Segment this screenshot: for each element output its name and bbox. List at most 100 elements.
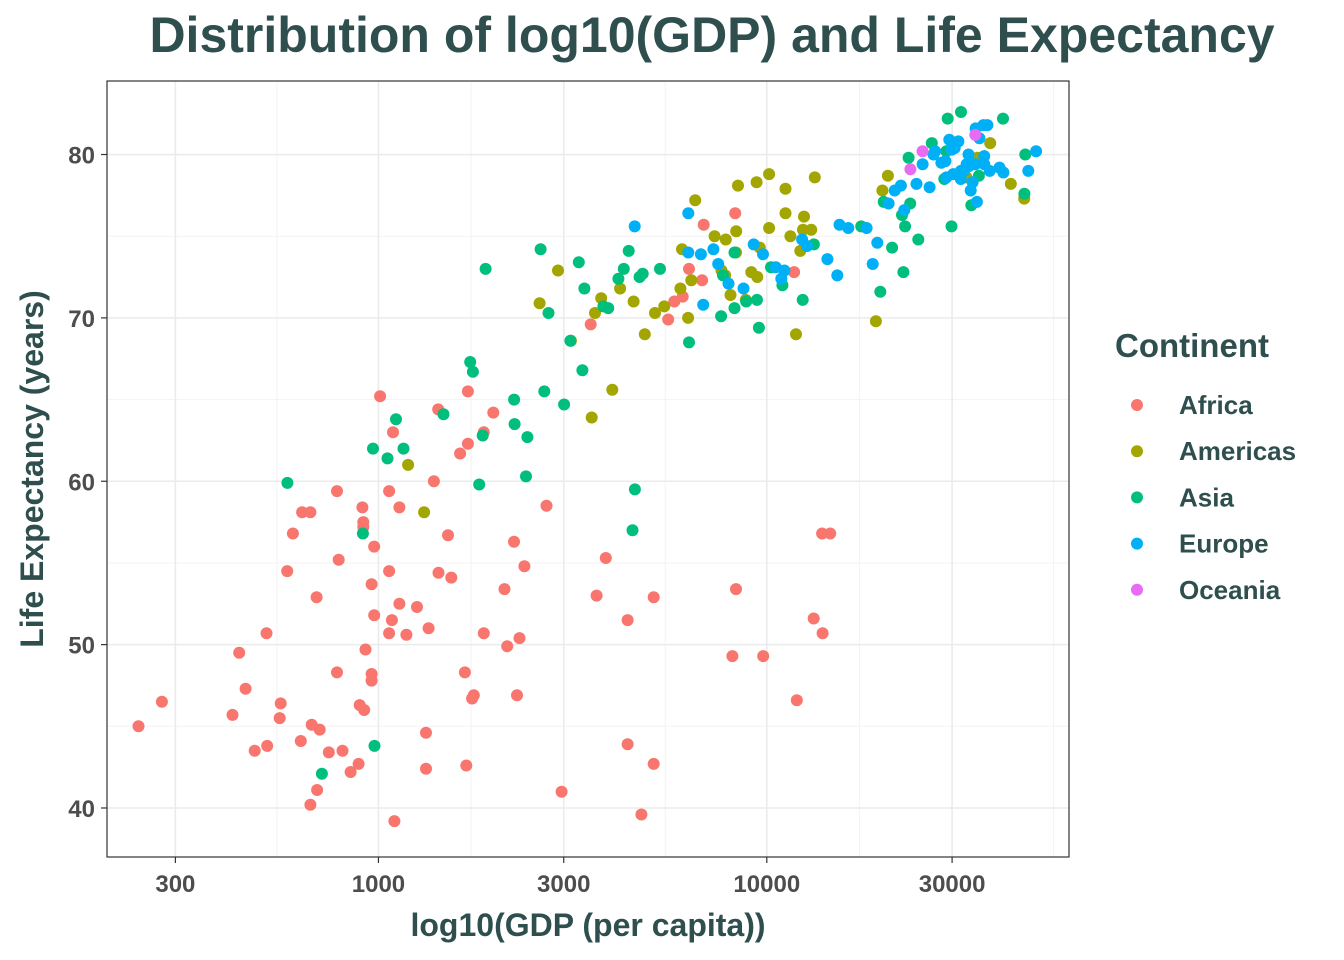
legend-label: Africa <box>1179 390 1253 420</box>
data-point <box>422 622 435 635</box>
data-point <box>682 207 695 220</box>
data-point <box>540 499 553 512</box>
legend: Continent Africa Americas Asia Europe Oceani… <box>1115 327 1296 605</box>
data-point <box>508 418 521 431</box>
data-point <box>381 452 394 465</box>
data-point <box>730 225 743 238</box>
data-point <box>534 243 547 256</box>
data-point <box>479 262 492 275</box>
data-point <box>296 506 309 519</box>
data-point <box>871 236 884 249</box>
data-point <box>816 627 829 640</box>
data-points <box>132 106 1043 828</box>
legend-label: Asia <box>1179 482 1234 512</box>
data-point <box>315 767 328 780</box>
minor-gridlines <box>107 81 1069 857</box>
data-point <box>997 166 1010 179</box>
series-europe <box>628 119 1043 311</box>
data-point <box>1018 187 1031 200</box>
data-point <box>983 164 996 177</box>
plot-background <box>107 81 1069 857</box>
data-point <box>860 222 873 234</box>
data-point <box>383 565 396 578</box>
data-point <box>572 256 585 269</box>
series-asia <box>281 106 1032 780</box>
data-point <box>790 694 803 707</box>
data-point <box>724 289 737 301</box>
data-point <box>763 222 776 234</box>
data-point <box>304 506 317 519</box>
data-point <box>805 223 818 236</box>
data-point <box>697 218 710 231</box>
data-point <box>393 501 406 514</box>
legend-label: Oceania <box>1179 575 1281 605</box>
data-point <box>696 274 709 287</box>
data-point <box>747 238 760 251</box>
data-point <box>707 243 720 256</box>
data-point <box>719 233 732 246</box>
data-point <box>358 704 371 716</box>
data-point <box>239 682 252 695</box>
data-point <box>658 300 671 313</box>
legend-items: Africa Americas Asia Europe Oceania <box>1131 390 1296 605</box>
data-point <box>286 527 299 540</box>
data-point <box>876 184 889 197</box>
data-point <box>402 458 415 471</box>
data-point <box>737 282 750 295</box>
data-point <box>383 485 396 498</box>
data-point <box>757 248 769 261</box>
data-point <box>365 674 378 687</box>
x-tick-label: 3000 <box>537 871 590 898</box>
data-point <box>322 746 335 759</box>
data-point <box>501 640 514 653</box>
x-tick-label: 10000 <box>733 871 800 898</box>
legend-key <box>1131 583 1143 596</box>
data-point <box>1004 177 1017 190</box>
data-point <box>442 529 454 542</box>
legend-label: Americas <box>1179 436 1296 466</box>
data-point <box>984 137 997 150</box>
data-point <box>788 266 801 279</box>
series-africa <box>132 207 837 828</box>
data-point <box>273 712 286 725</box>
data-point <box>461 437 474 450</box>
x-axis: 300 1000 3000 10000 30000 <box>155 857 985 898</box>
data-point <box>477 627 490 640</box>
data-point <box>454 447 467 460</box>
data-point <box>226 708 239 721</box>
data-point <box>498 583 511 596</box>
data-point <box>621 614 634 627</box>
data-point <box>513 632 526 645</box>
data-point <box>757 650 770 663</box>
data-point <box>521 431 534 444</box>
data-point <box>751 271 764 283</box>
legend-title: Continent <box>1115 327 1269 364</box>
data-point <box>728 302 741 315</box>
data-point <box>331 485 343 498</box>
data-point <box>807 612 820 625</box>
data-point <box>649 307 661 319</box>
data-point <box>715 310 728 323</box>
data-point <box>622 244 635 257</box>
data-point <box>260 627 273 640</box>
x-tick-label: 1000 <box>352 871 405 898</box>
data-point <box>952 135 965 148</box>
data-point <box>969 158 982 171</box>
data-point <box>886 241 899 254</box>
data-point <box>916 158 929 171</box>
y-tick-label: 80 <box>68 143 95 170</box>
data-point <box>796 293 809 306</box>
data-point <box>683 336 695 349</box>
data-point <box>132 720 145 733</box>
data-point <box>939 155 952 168</box>
data-point <box>740 295 753 308</box>
data-point <box>310 591 323 604</box>
data-point <box>274 697 287 710</box>
data-point <box>712 258 725 270</box>
data-point <box>365 578 378 591</box>
data-point <box>929 145 942 158</box>
data-point <box>970 195 983 208</box>
data-point <box>427 475 440 488</box>
data-point <box>751 293 763 306</box>
